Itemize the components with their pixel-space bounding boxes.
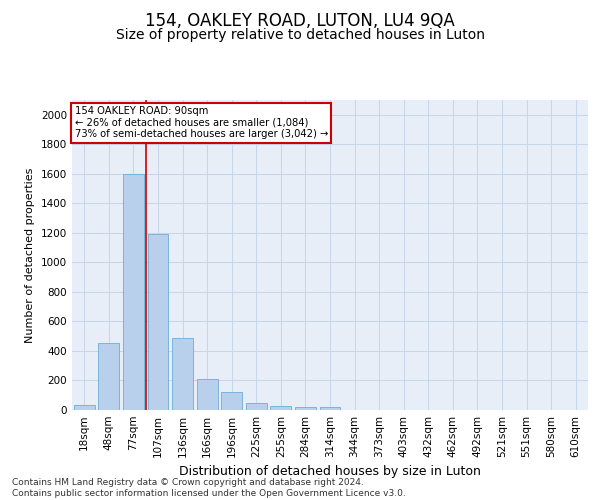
Bar: [74, 405, 95, 410]
Bar: [246, 404, 267, 410]
Bar: [271, 406, 292, 410]
Y-axis label: Number of detached properties: Number of detached properties: [25, 168, 35, 342]
Bar: [172, 338, 193, 410]
Bar: [98, 343, 119, 410]
Text: Size of property relative to detached houses in Luton: Size of property relative to detached ho…: [115, 28, 485, 42]
Bar: [148, 234, 169, 410]
Text: 154 OAKLEY ROAD: 90sqm
← 26% of detached houses are smaller (1,084)
73% of semi-: 154 OAKLEY ROAD: 90sqm ← 26% of detached…: [74, 106, 328, 140]
X-axis label: Distribution of detached houses by size in Luton: Distribution of detached houses by size …: [179, 466, 481, 478]
Bar: [123, 174, 144, 410]
Bar: [295, 407, 316, 410]
Text: 154, OAKLEY ROAD, LUTON, LU4 9QA: 154, OAKLEY ROAD, LUTON, LU4 9QA: [145, 12, 455, 30]
Text: Contains HM Land Registry data © Crown copyright and database right 2024.
Contai: Contains HM Land Registry data © Crown c…: [12, 478, 406, 498]
Bar: [221, 392, 242, 410]
Bar: [320, 407, 340, 410]
Bar: [197, 379, 218, 410]
